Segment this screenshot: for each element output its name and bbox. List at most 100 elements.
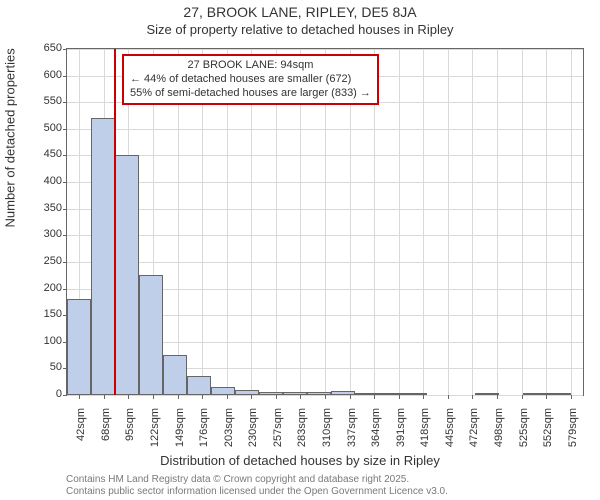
annotation-line2: ← 44% of detached houses are smaller (67… [130,73,371,87]
ytick-mark [63,49,67,50]
annotation-line1: 27 BROOK LANE: 94sqm [130,59,371,73]
histogram-bar [259,392,283,395]
chart-title-main: 27, BROOK LANE, RIPLEY, DE5 8JA [0,4,600,20]
xtick-label: 579sqm [567,408,579,458]
footer-text: Contains HM Land Registry data © Crown c… [66,474,448,498]
xtick-label: 498sqm [493,408,505,458]
ytick-label: 200 [32,282,62,294]
histogram-bar [403,393,427,395]
ytick-mark [63,395,67,396]
histogram-bar [283,392,307,395]
gridline-v [448,49,449,395]
xtick-label: 68sqm [100,408,112,458]
histogram-bar [163,355,187,395]
ytick-mark [63,102,67,103]
x-axis-title: Distribution of detached houses by size … [0,453,600,468]
xtick-mark [472,395,473,399]
xtick-mark [104,395,105,399]
histogram-bar [307,392,331,395]
xtick-label: 552sqm [542,408,554,458]
footer-line2: Contains public sector information licen… [66,486,448,498]
xtick-label: 310sqm [321,408,333,458]
xtick-label: 203sqm [223,408,235,458]
xtick-label: 257sqm [272,408,284,458]
xtick-label: 364sqm [370,408,382,458]
ytick-label: 600 [32,69,62,81]
gridline-v [399,49,400,395]
footer-line1: Contains HM Land Registry data © Crown c… [66,474,448,486]
ytick-mark [63,262,67,263]
xtick-mark [300,395,301,399]
xtick-mark [251,395,252,399]
xtick-label: 445sqm [444,408,456,458]
xtick-mark [153,395,154,399]
ytick-label: 250 [32,255,62,267]
ytick-label: 300 [32,228,62,240]
histogram-bar [91,118,115,395]
histogram-bar [187,376,211,395]
ytick-label: 400 [32,175,62,187]
ytick-mark [63,129,67,130]
histogram-bar [67,299,91,395]
gridline-v [546,49,547,395]
xtick-mark [423,395,424,399]
xtick-mark [350,395,351,399]
xtick-mark [276,395,277,399]
xtick-mark [202,395,203,399]
xtick-label: 472sqm [468,408,480,458]
annotation-line3: 55% of semi-detached houses are larger (… [130,87,371,101]
xtick-label: 95sqm [124,408,136,458]
xtick-mark [497,395,498,399]
ytick-label: 450 [32,148,62,160]
histogram-bar [331,391,355,395]
ytick-label: 50 [32,361,62,373]
xtick-label: 337sqm [346,408,358,458]
gridline-v [472,49,473,395]
histogram-bar [235,390,259,395]
xtick-mark [522,395,523,399]
ytick-mark [63,209,67,210]
histogram-bar [115,155,139,395]
gridline-v [522,49,523,395]
histogram-bar [139,275,163,395]
xtick-mark [546,395,547,399]
gridline-v [423,49,424,395]
y-axis-title: Number of detached properties [3,48,18,227]
xtick-mark [227,395,228,399]
xtick-mark [571,395,572,399]
histogram-bar [475,393,499,395]
chart-title-sub: Size of property relative to detached ho… [0,22,600,37]
ytick-label: 0 [32,388,62,400]
xtick-mark [374,395,375,399]
xtick-label: 42sqm [75,408,87,458]
reference-line [114,49,116,395]
ytick-mark [63,289,67,290]
histogram-bar [355,393,379,395]
ytick-mark [63,155,67,156]
ytick-label: 100 [32,335,62,347]
ytick-label: 350 [32,202,62,214]
histogram-bar [211,387,235,395]
gridline-v [497,49,498,395]
xtick-label: 283sqm [296,408,308,458]
ytick-mark [63,76,67,77]
ytick-label: 150 [32,308,62,320]
histogram-bar [523,393,547,395]
ytick-mark [63,182,67,183]
ytick-label: 500 [32,122,62,134]
xtick-mark [128,395,129,399]
xtick-mark [448,395,449,399]
xtick-label: 391sqm [395,408,407,458]
xtick-label: 525sqm [518,408,530,458]
ytick-label: 550 [32,95,62,107]
xtick-label: 149sqm [174,408,186,458]
annotation-box: 27 BROOK LANE: 94sqm← 44% of detached ho… [122,54,379,105]
ytick-label: 650 [32,42,62,54]
xtick-label: 418sqm [419,408,431,458]
xtick-label: 122sqm [149,408,161,458]
xtick-mark [399,395,400,399]
ytick-mark [63,235,67,236]
xtick-label: 176sqm [198,408,210,458]
chart-container: 27, BROOK LANE, RIPLEY, DE5 8JA Size of … [0,0,600,500]
histogram-bar [379,393,403,395]
